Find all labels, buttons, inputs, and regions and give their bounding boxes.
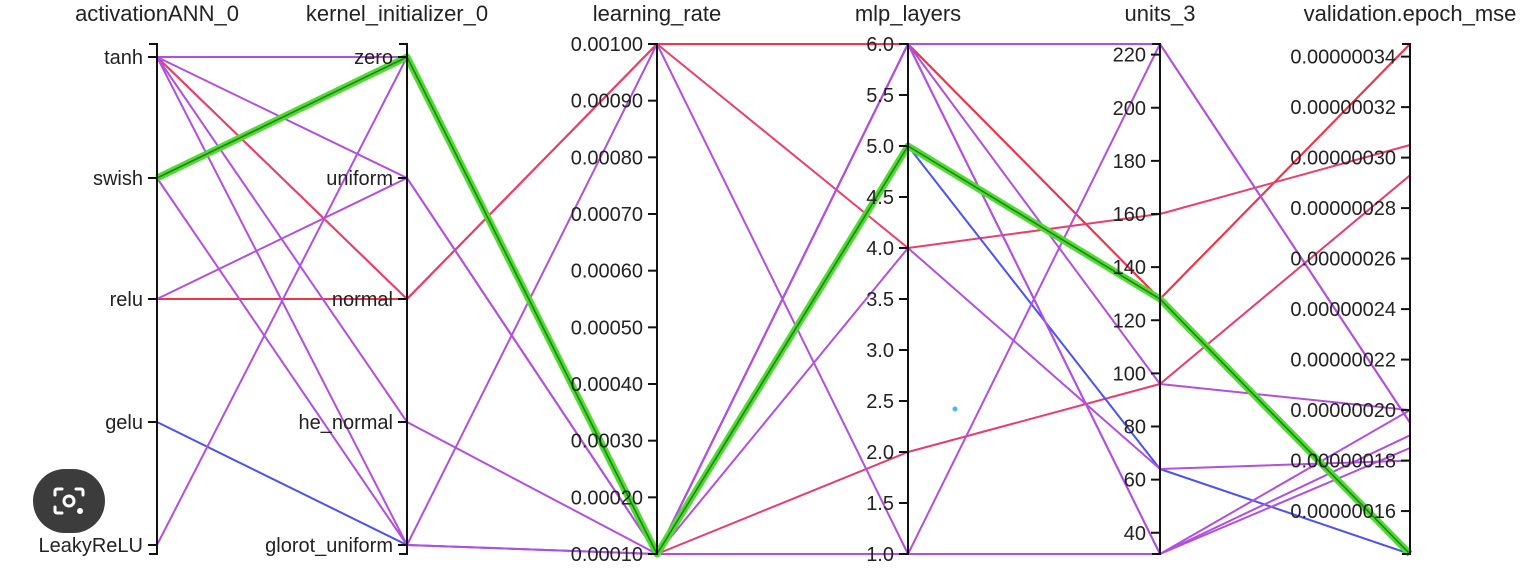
tick-label: 0.00000028 bbox=[1290, 198, 1396, 220]
series-line-highlight bbox=[156, 56, 1411, 555]
tick-label: 0.00000032 bbox=[1290, 97, 1396, 119]
tick-label: 120 bbox=[1113, 310, 1146, 332]
tick-label: 2.5 bbox=[866, 391, 894, 413]
tick-label: LeakyReLU bbox=[38, 535, 143, 557]
tick-label: 0.00000020 bbox=[1290, 400, 1396, 422]
tick-label: 80 bbox=[1124, 417, 1146, 439]
tick-label: normal bbox=[332, 289, 393, 311]
tick-label: 0.00080 bbox=[571, 147, 643, 169]
axis-line-4 bbox=[1152, 43, 1161, 555]
data-lines bbox=[155, 43, 1413, 558]
tick-label: 0.00070 bbox=[571, 204, 643, 226]
tick-label: 1.5 bbox=[866, 493, 894, 515]
cursor-dot bbox=[952, 406, 958, 412]
axis-title: kernel_initializer_0 bbox=[306, 1, 488, 26]
tick-label: 6.0 bbox=[866, 34, 894, 56]
axis-title: units_3 bbox=[1125, 1, 1196, 26]
tick-label: 0.00000022 bbox=[1290, 350, 1396, 372]
tick-label: 0.00100 bbox=[571, 34, 643, 56]
lens-search-button[interactable] bbox=[33, 469, 105, 533]
axis-title: validation.epoch_mse bbox=[1304, 1, 1517, 26]
tick-label: zero bbox=[354, 47, 393, 69]
tick-label: 0.00090 bbox=[571, 91, 643, 113]
tick-label: 0.00010 bbox=[571, 544, 643, 566]
tick-label: 0.00040 bbox=[571, 374, 643, 396]
tick-label: he_normal bbox=[298, 412, 393, 434]
tick-label: 5.0 bbox=[866, 136, 894, 158]
tick-label: swish bbox=[93, 168, 143, 190]
tick-label: 0.00000018 bbox=[1290, 451, 1396, 473]
tick-label: 0.00000024 bbox=[1290, 299, 1396, 321]
tick-label: 0.00000026 bbox=[1290, 249, 1396, 271]
axis-title: mlp_layers bbox=[855, 1, 961, 26]
tick-label: 0.00060 bbox=[571, 261, 643, 283]
tick-label: gelu bbox=[105, 412, 143, 434]
tick-label: tanh bbox=[104, 47, 143, 69]
tick-label: 3.5 bbox=[866, 289, 894, 311]
tick-label: 5.5 bbox=[866, 85, 894, 107]
tick-label: 140 bbox=[1113, 257, 1146, 279]
tick-label: 200 bbox=[1113, 98, 1146, 120]
tick-label: 0.00050 bbox=[571, 317, 643, 339]
tick-label: 0.00000034 bbox=[1290, 47, 1396, 69]
series-line-9 bbox=[156, 56, 1411, 555]
tick-label: 60 bbox=[1124, 470, 1146, 492]
tick-label: 3.0 bbox=[866, 340, 894, 362]
series-line-2 bbox=[157, 43, 1411, 300]
tick-label: 180 bbox=[1113, 151, 1146, 173]
tick-label: 40 bbox=[1124, 523, 1146, 545]
tick-label: 1.0 bbox=[866, 544, 894, 566]
tick-label: 0.00000016 bbox=[1290, 501, 1396, 523]
tick-label: 0.00020 bbox=[571, 487, 643, 509]
series-line-4 bbox=[156, 43, 1411, 300]
tick-label: uniform bbox=[326, 168, 393, 190]
axis-title: learning_rate bbox=[593, 1, 721, 26]
axis-line-2 bbox=[649, 43, 658, 555]
series-line-12 bbox=[157, 43, 1411, 555]
tick-label: glorot_uniform bbox=[265, 535, 393, 557]
tick-label: 2.0 bbox=[866, 442, 894, 464]
tick-label: 220 bbox=[1113, 45, 1146, 67]
lens-camera-icon bbox=[53, 487, 85, 515]
tick-label: 0.00030 bbox=[571, 431, 643, 453]
axis-title: activationANN_0 bbox=[75, 1, 239, 26]
tick-label: 160 bbox=[1113, 204, 1146, 226]
tick-label: 4.0 bbox=[866, 238, 894, 260]
tick-label: 100 bbox=[1113, 363, 1146, 385]
tick-label: 4.5 bbox=[866, 187, 894, 209]
tick-label: 0.00000030 bbox=[1290, 148, 1396, 170]
axis-line-5 bbox=[1402, 43, 1411, 555]
tick-label: relu bbox=[110, 289, 143, 311]
